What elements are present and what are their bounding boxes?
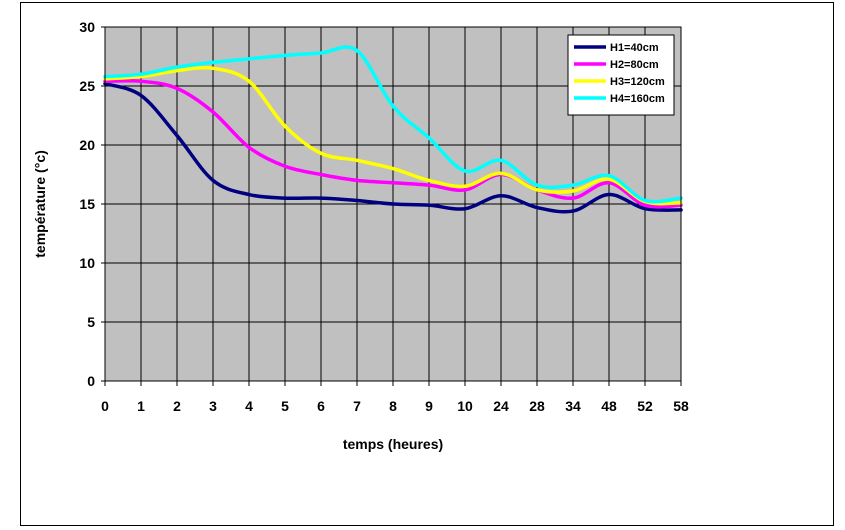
legend-label: H4=160cm xyxy=(610,93,665,105)
series-line-h2 xyxy=(103,79,683,209)
x-tick-label: 10 xyxy=(457,398,473,414)
legend-label: H2=80cm xyxy=(610,59,659,71)
x-tick-label: 0 xyxy=(101,398,109,414)
y-tick-label: 5 xyxy=(87,314,95,330)
legend: H1=40cm H2=80cm H3=120cm H4=160cm xyxy=(567,34,675,116)
y-tick-labels: 0 5 10 15 20 25 30 xyxy=(79,19,105,389)
x-tick-labels: 0 1 2 3 4 5 6 7 8 9 10 24 28 34 48 52 58 xyxy=(101,381,689,414)
x-tick-label: 8 xyxy=(389,398,397,414)
x-tick-label: 24 xyxy=(493,398,509,414)
x-tick-label: 4 xyxy=(245,398,253,414)
legend-label: H1=40cm xyxy=(610,42,659,54)
x-tick-label: 7 xyxy=(353,398,361,414)
x-tick-label: 58 xyxy=(673,398,689,414)
x-tick-label: 48 xyxy=(601,398,617,414)
series-line-h1 xyxy=(103,81,683,214)
series-line-h4 xyxy=(103,45,683,204)
x-tick-label: 28 xyxy=(529,398,545,414)
series-line-h3 xyxy=(103,65,683,206)
x-tick-label: 5 xyxy=(281,398,289,414)
x-tick-label: 6 xyxy=(317,398,325,414)
y-tick-label: 10 xyxy=(79,255,95,271)
x-tick-label: 34 xyxy=(565,398,581,414)
series-lines xyxy=(103,45,683,214)
chart-frame: 0 5 10 15 20 25 30 0 1 2 3 4 5 6 7 8 9 10 24 28 34 48 52 58 te… xyxy=(20,2,834,526)
y-axis-title: température (°c) xyxy=(32,150,48,258)
x-axis-title: temps (heures) xyxy=(343,436,443,452)
gridlines xyxy=(104,26,682,382)
x-tick-label: 1 xyxy=(137,398,145,414)
x-tick-label: 9 xyxy=(425,398,433,414)
y-tick-label: 25 xyxy=(79,78,95,94)
legend-label: H3=120cm xyxy=(610,76,665,88)
x-tick-label: 3 xyxy=(209,398,217,414)
x-tick-label: 52 xyxy=(637,398,653,414)
x-tick-label: 2 xyxy=(173,398,181,414)
y-tick-label: 20 xyxy=(79,137,95,153)
y-tick-label: 30 xyxy=(79,19,95,35)
y-tick-label: 0 xyxy=(87,373,95,389)
y-tick-label: 15 xyxy=(79,196,95,212)
